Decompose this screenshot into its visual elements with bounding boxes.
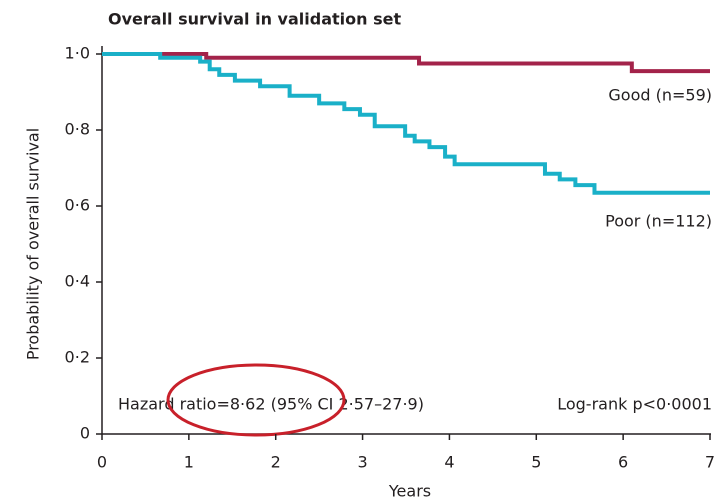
y-tick-label: 0·6 [65,196,90,215]
y-tick-label: 0·2 [65,348,90,367]
x-axis-label: Years [388,482,431,501]
survival-line [102,52,710,195]
x-tick-label: 6 [618,453,628,472]
x-tick-label: 0 [97,453,107,472]
legend-label: Poor (n=112) [605,212,712,231]
highlight-ellipse [166,363,346,437]
chart-title: Overall survival in validation set [108,10,401,29]
y-axis-label: Probability of overall survival [24,128,43,360]
y-tick-label: 0 [80,424,90,443]
y-tick-label: 0·8 [65,120,90,139]
x-tick-label: 1 [184,453,194,472]
x-tick-label: 3 [357,453,367,472]
annotation: Log-rank p<0·0001 [557,395,712,414]
legend-label: Good (n=59) [608,86,712,105]
y-tick-label: 1·0 [65,44,90,63]
x-tick-label: 5 [531,453,541,472]
x-tick-label: 2 [271,453,281,472]
x-tick-label: 4 [444,453,454,472]
survival-line [102,52,710,74]
y-tick-label: 0·4 [65,272,90,291]
annotation: Hazard ratio=8·62 (95% CI 2·57–27·9) [118,395,424,414]
x-tick-label: 7 [705,453,715,472]
